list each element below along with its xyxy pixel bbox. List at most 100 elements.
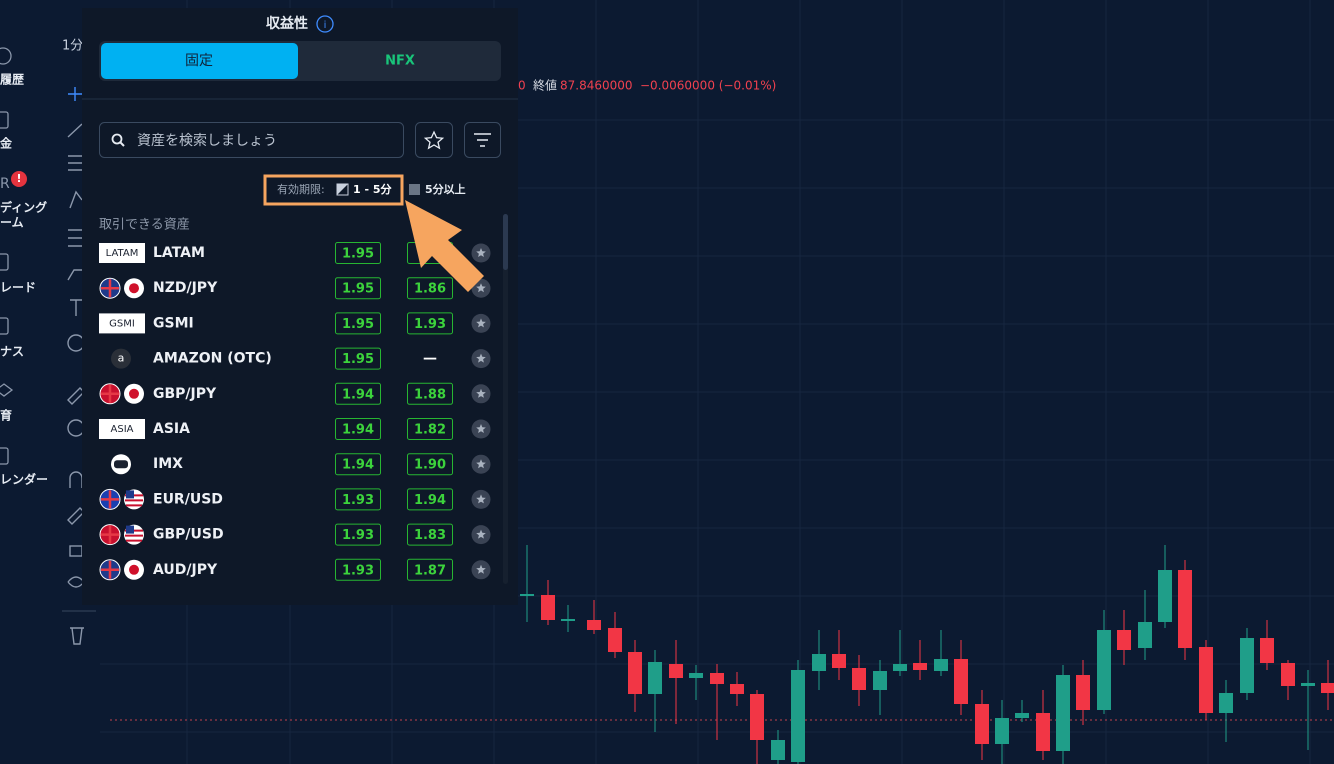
highlight-box: [263, 174, 404, 206]
tool-magnet[interactable]: [69, 471, 83, 488]
badge-text: !: [16, 172, 21, 185]
sidebar-icon: [0, 447, 9, 465]
sidebar-label[interactable]: ディング: [0, 200, 47, 215]
payout-value: 1.95: [342, 352, 374, 367]
tool-fib[interactable]: [68, 229, 82, 247]
star-icon: [423, 130, 445, 150]
expiry-option[interactable]: 1 - 5分: [353, 182, 393, 196]
payout-value: 1.93: [342, 563, 374, 578]
asset-badge: [99, 243, 145, 263]
tool-delete[interactable]: [70, 627, 84, 645]
sidebar-icon: R: [0, 176, 10, 192]
asset-logo-text: a: [118, 352, 125, 365]
candle-body: [791, 670, 805, 762]
payout-box: [335, 523, 381, 546]
payout-box: [407, 312, 453, 335]
asset-row[interactable]: EUR/USD 1.93 1.94: [99, 488, 491, 511]
asset-row[interactable]: IMX 1.94 1.90: [111, 453, 491, 476]
flag: [129, 388, 139, 399]
sidebar-label[interactable]: 育: [0, 408, 12, 423]
payout-value: 1.87: [414, 563, 446, 578]
candle-body: [1260, 638, 1274, 663]
asset-row[interactable]: a AMAZON (OTC) 1.95 —: [111, 347, 491, 370]
payout-box: [335, 277, 381, 300]
candle-body: [1097, 630, 1111, 710]
candle-body: [852, 668, 866, 690]
flag: [101, 490, 119, 509]
payout-value: 1.93: [414, 317, 446, 332]
candle-body: [954, 659, 968, 704]
sidebar-icon: [0, 47, 12, 65]
expiry-option[interactable]: 5分以上: [425, 182, 466, 196]
payout-value: 1.94: [342, 458, 374, 473]
sidebar-label[interactable]: 金: [0, 136, 13, 151]
candle-body: [771, 740, 785, 760]
asset-name: GBP/JPY: [153, 386, 217, 402]
payout-value: 1.94: [414, 493, 446, 508]
tool-line[interactable]: [67, 123, 83, 138]
sidebar-label[interactable]: ーム: [0, 216, 24, 230]
asset-row[interactable]: AUD/JPY 1.93 1.87: [99, 558, 491, 581]
asset-row[interactable]: GBP/USD 1.93 1.83: [99, 523, 491, 546]
timeframe[interactable]: 1分: [62, 39, 83, 54]
payout-value: 1.94: [342, 423, 374, 438]
info-icon[interactable]: [316, 15, 334, 33]
asset-name: AMAZON (OTC): [153, 351, 272, 367]
tab-label[interactable]: 固定: [185, 53, 213, 69]
search-box[interactable]: [99, 122, 404, 158]
tool-crosshair[interactable]: [68, 87, 82, 101]
notification-badge: [11, 171, 27, 187]
asset-row[interactable]: GSMI GSMI 1.95 1.93: [99, 312, 491, 335]
candle-body: [1240, 638, 1254, 693]
asset-row[interactable]: ASIA ASIA 1.94 1.82: [99, 418, 491, 440]
candle-body: [1036, 713, 1050, 751]
ohlc-prefix: 0: [518, 79, 526, 93]
scrollbar-thumb[interactable]: [503, 214, 508, 270]
asset-name: GBP/USD: [153, 527, 224, 543]
payout-box: [407, 488, 453, 511]
asset-list: LATAM LATAM 1.95 NZD/JPY 1.95 1.86 GSMI GSMI 1.9…: [99, 242, 491, 581]
asset-name: ASIA: [153, 421, 190, 437]
favorites-button[interactable]: [415, 122, 453, 158]
panel-background: [82, 8, 518, 605]
candle-body: [1199, 647, 1213, 713]
sidebar-icon: [0, 383, 14, 397]
candle-body: [934, 659, 948, 671]
payout-box: [407, 277, 453, 300]
favorite-star: [476, 459, 486, 469]
info-icon-glyph: i: [324, 20, 327, 31]
favorite-star: [476, 353, 486, 363]
candle-body: [608, 628, 622, 652]
filter-button[interactable]: [464, 122, 501, 158]
payout-value: 1.94: [342, 387, 374, 402]
flag: [101, 525, 119, 544]
candle-body: [587, 620, 601, 630]
tab-active[interactable]: [101, 43, 298, 79]
asset-name: LATAM: [153, 245, 205, 261]
candle-body: [873, 671, 887, 690]
asset-row[interactable]: GBP/JPY 1.94 1.88: [99, 382, 491, 405]
payout-empty: —: [423, 351, 437, 367]
sidebar-label[interactable]: レード: [0, 281, 36, 295]
payout-box: [335, 242, 381, 264]
tool-lines[interactable]: [68, 155, 82, 171]
asset-name: IMX: [153, 456, 183, 472]
flag: [126, 490, 134, 499]
candle-body: [1281, 663, 1295, 686]
sidebar-label[interactable]: レンダー: [0, 472, 48, 487]
tool-pattern[interactable]: [69, 190, 83, 209]
candle-body: [1158, 570, 1172, 622]
asset-badge-text: GSMI: [109, 318, 135, 329]
expiry-icon: [337, 184, 348, 195]
search-placeholder[interactable]: 資産を検索しましょう: [137, 132, 277, 149]
candle-body: [1056, 675, 1070, 751]
candle-body: [832, 654, 846, 668]
tool-text[interactable]: [70, 299, 82, 316]
candles: [520, 545, 1334, 764]
payout-value: 1.82: [414, 423, 446, 438]
tab-label[interactable]: NFX: [385, 54, 415, 69]
sidebar-label[interactable]: 履歴: [0, 73, 24, 87]
sidebar-label[interactable]: ナス: [0, 345, 24, 359]
candle-body: [812, 654, 826, 671]
tool-shape[interactable]: [67, 269, 82, 281]
